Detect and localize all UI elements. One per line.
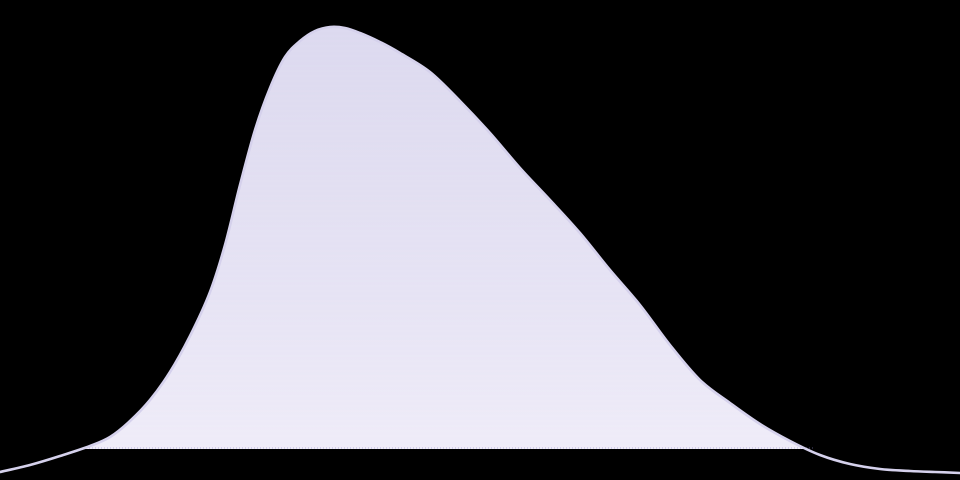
- area-fill-banding: [0, 26, 960, 449]
- curve-line: [0, 25, 960, 475]
